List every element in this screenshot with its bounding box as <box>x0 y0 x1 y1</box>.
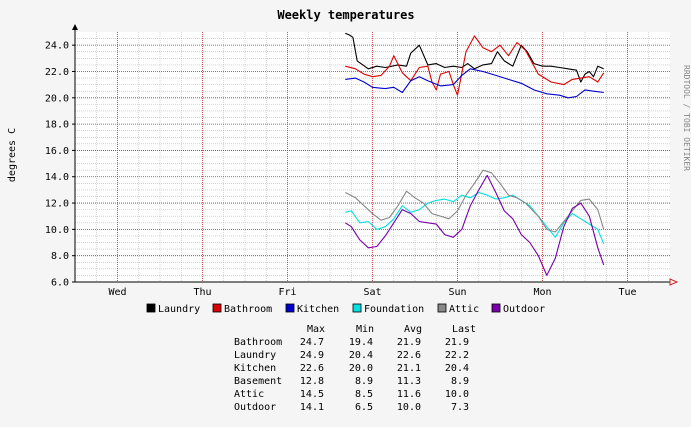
y-tick-label: 24.0 <box>45 41 69 52</box>
legend-label-foundation: Foundation <box>364 304 424 315</box>
series-line-kitchen <box>345 68 604 99</box>
stats-value: 20.0 <box>349 363 373 374</box>
series-line-bathroom <box>345 35 605 96</box>
stats-value: 12.8 <box>300 376 324 387</box>
stats-header: Max <box>307 324 325 335</box>
x-tick-labels: Wed Thu Fri Sat Sun Mon Tue <box>108 287 636 298</box>
stats-row-label: Basement <box>234 376 282 387</box>
y-axis-label: degrees C <box>7 128 18 182</box>
x-tick-label: Sun <box>448 287 466 298</box>
y-axis-arrow <box>72 24 78 30</box>
stats-value: 22.2 <box>445 350 469 361</box>
legend-label-laundry: Laundry <box>158 304 200 315</box>
x-tick-label: Tue <box>618 287 636 298</box>
y-tick-label: 8.0 <box>51 251 69 262</box>
stats-value: 6.5 <box>355 402 373 413</box>
legend-swatch-attic <box>437 303 447 313</box>
series-line-attic <box>345 169 605 233</box>
legend-label-kitchen: Kitchen <box>297 304 339 315</box>
axes <box>72 24 679 286</box>
y-tick-label: 10.0 <box>45 225 69 236</box>
legend-label-attic: Attic <box>449 304 479 315</box>
stats-value: 11.6 <box>397 389 421 400</box>
legend-label-bathroom: Bathroom <box>224 304 272 315</box>
y-tick-label: 6.0 <box>51 278 69 289</box>
y-tick-label: 18.0 <box>45 120 69 131</box>
stats-value: 7.3 <box>451 402 469 413</box>
stats-value: 21.9 <box>397 337 421 348</box>
stats-value: 20.4 <box>349 350 373 361</box>
y-tick-label: 20.0 <box>45 93 69 104</box>
stats-value: 11.3 <box>397 376 421 387</box>
stats-value: 8.5 <box>355 389 373 400</box>
y-tick-label: 14.0 <box>45 172 69 183</box>
stats-row-label: Bathroom <box>234 337 282 348</box>
series-line-foundation <box>345 191 605 245</box>
legend-swatch-foundation <box>352 303 362 313</box>
stats-header: Min <box>356 324 374 335</box>
series-lines <box>345 32 605 276</box>
x-axis-arrow <box>669 278 679 286</box>
stats-row-label: Outdoor <box>234 402 276 413</box>
legend-swatch-bathroom <box>212 303 222 313</box>
series-line-outdoor <box>345 174 605 276</box>
side-watermark: RRDTOOL / TOBI OETIKER <box>682 65 691 171</box>
x-tick-label: Sat <box>363 287 381 298</box>
stats-value: 8.9 <box>451 376 469 387</box>
stats-header: Avg <box>404 324 422 335</box>
stats-value: 24.7 <box>300 337 324 348</box>
series-line-laundry <box>345 32 604 83</box>
y-tick-labels: 6.0 8.0 10.0 12.0 14.0 16.0 18.0 20.0 22.0 24.0 <box>45 41 75 289</box>
stats-value: 14.5 <box>300 389 324 400</box>
x-tick-label: Wed <box>108 287 126 298</box>
x-tick-label: Fri <box>278 287 296 298</box>
stats-value: 21.1 <box>397 363 421 374</box>
stats-row-label: Laundry <box>234 350 276 361</box>
stats-row-label: Kitchen <box>234 363 276 374</box>
y-tick-label: 16.0 <box>45 146 69 157</box>
legend-label-outdoor: Outdoor <box>503 304 545 315</box>
stats-value: 22.6 <box>397 350 421 361</box>
legend: Laundry Bathroom Kitchen Foundation Attic Out… <box>146 303 545 315</box>
x-tick-label: Thu <box>193 287 211 298</box>
stats-value: 20.4 <box>445 363 469 374</box>
stats-value: 10.0 <box>397 402 421 413</box>
stats-value: 21.9 <box>445 337 469 348</box>
stats-value: 19.4 <box>349 337 373 348</box>
stats-value: 14.1 <box>300 402 324 413</box>
stats-header: Last <box>452 324 476 335</box>
stats-value: 24.9 <box>300 350 324 361</box>
stats-table: Max Min Avg Last Bathroom 24.7 19.4 21.9 21.9 Lau… <box>234 324 476 413</box>
x-tick-label: Mon <box>533 287 551 298</box>
legend-swatch-laundry <box>146 303 156 313</box>
chart-title: Weekly temperatures <box>277 8 414 22</box>
stats-row-label: Attic <box>234 389 264 400</box>
stats-value: 8.9 <box>355 376 373 387</box>
stats-value: 22.6 <box>300 363 324 374</box>
stats-value: 10.0 <box>445 389 469 400</box>
legend-swatch-kitchen <box>285 303 295 313</box>
grid <box>75 32 670 282</box>
y-tick-label: 22.0 <box>45 67 69 78</box>
y-tick-label: 12.0 <box>45 199 69 210</box>
legend-swatch-outdoor <box>491 303 501 313</box>
